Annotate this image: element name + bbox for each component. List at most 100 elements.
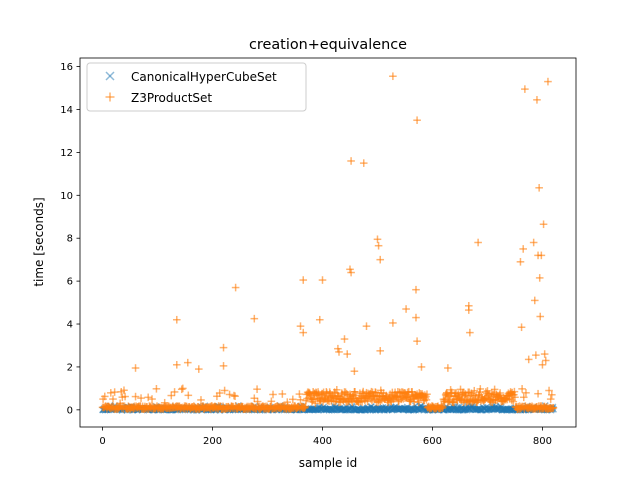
data-point-z3 [539, 220, 548, 229]
data-point-z3 [535, 274, 544, 282]
data-point-z3 [152, 384, 161, 393]
chart-title: creation+equivalence [249, 37, 407, 53]
y-tick-label: 0 [67, 405, 73, 416]
y-axis-label: time [seconds] [32, 197, 46, 286]
data-point-z3 [250, 394, 259, 403]
data-point-z3 [318, 276, 327, 284]
data-point-z3 [296, 322, 305, 330]
data-point-z3 [529, 238, 538, 247]
data-point-z3 [359, 387, 367, 396]
scatter-markers [98, 72, 558, 414]
data-point-z3 [120, 386, 128, 395]
series-z3-product-set [98, 72, 558, 413]
x-tick-label: 600 [423, 436, 442, 447]
data-point-z3 [537, 251, 546, 260]
data-point-z3 [544, 77, 552, 86]
data-point-z3 [548, 390, 556, 399]
data-point-z3 [389, 319, 397, 327]
data-point-z3 [466, 328, 474, 337]
data-point-z3 [517, 323, 526, 332]
x-tick-label: 0 [99, 436, 105, 447]
data-point-z3 [219, 362, 228, 370]
legend-label-z3-product-set: Z3ProductSet [131, 91, 212, 105]
data-point-z3 [194, 365, 203, 373]
data-point-z3 [267, 397, 276, 406]
data-point-z3 [490, 385, 499, 394]
data-point-z3 [315, 315, 324, 324]
y-tick-label: 6 [67, 277, 73, 288]
data-point-z3 [530, 296, 539, 305]
data-point-z3 [389, 72, 397, 81]
legend-marker-canonical [105, 71, 115, 81]
data-point-z3 [231, 392, 239, 400]
legend-frame [86, 62, 307, 112]
data-point-z3 [121, 392, 129, 401]
data-point-z3 [299, 276, 308, 284]
data-point-z3 [444, 364, 452, 372]
data-point-z3 [536, 312, 545, 321]
data-point-z3 [144, 393, 152, 402]
data-point-z3 [464, 306, 473, 314]
data-point-z3 [250, 314, 259, 323]
data-point-z3 [106, 389, 115, 397]
axes-frame [79, 57, 577, 428]
data-point-z3 [376, 255, 385, 264]
data-point-z3 [412, 313, 420, 322]
data-point-z3 [335, 348, 343, 356]
data-point-z3 [340, 335, 349, 343]
data-point-z3 [522, 389, 530, 397]
data-point-z3 [474, 238, 482, 247]
data-point-z3 [311, 399, 320, 408]
data-point-z3 [253, 385, 261, 393]
data-point-z3 [439, 403, 447, 411]
data-point-z3 [148, 395, 156, 403]
data-point-z3 [215, 389, 224, 397]
data-point-z3 [538, 360, 547, 369]
data-point-z3 [534, 389, 542, 398]
data-point-z3 [332, 385, 341, 394]
data-point-z3 [131, 392, 140, 401]
data-point-z3 [376, 397, 385, 405]
y-tick-label: 12 [60, 148, 73, 159]
data-point-z3 [131, 364, 140, 372]
data-point-z3 [220, 386, 229, 395]
data-point-z3 [521, 85, 529, 93]
y-tick-label: 2 [67, 362, 73, 373]
data-point-z3 [225, 390, 234, 399]
data-point-z3 [179, 384, 187, 393]
data-point-z3 [100, 392, 109, 401]
data-point-z3 [373, 235, 382, 244]
data-point-z3 [184, 391, 193, 400]
data-point-z3 [347, 268, 355, 277]
data-point-z3 [414, 398, 423, 407]
data-point-z3 [518, 385, 526, 393]
data-point-z3 [511, 393, 519, 402]
data-point-z3 [532, 351, 540, 359]
data-point-z3 [278, 390, 287, 398]
data-point-z3 [167, 391, 176, 400]
data-point-z3 [197, 396, 205, 404]
data-point-z3 [374, 241, 383, 250]
legend: CanonicalHyperCubeSet Z3ProductSet [86, 62, 307, 112]
y-tick-label: 14 [60, 105, 73, 116]
data-point-z3 [269, 390, 277, 399]
data-point-z3 [540, 350, 549, 358]
data-point-z3 [533, 96, 541, 104]
x-tick-label: 200 [203, 436, 222, 447]
y-tick-label: 8 [67, 234, 73, 245]
data-point-z3 [177, 385, 186, 394]
data-point-z3 [413, 116, 421, 125]
data-point-z3 [519, 393, 528, 402]
data-point-z3 [359, 159, 368, 167]
x-tick-label: 800 [533, 436, 552, 447]
y-tick-label: 10 [60, 191, 73, 202]
data-point-z3 [110, 388, 119, 396]
data-point-z3 [509, 397, 518, 406]
y-tick-label: 4 [67, 320, 73, 331]
data-point-z3 [109, 395, 117, 403]
data-point-z3 [470, 386, 479, 395]
data-point-z3 [412, 285, 420, 294]
data-point-z3 [172, 315, 181, 324]
data-point-z3 [137, 394, 145, 402]
